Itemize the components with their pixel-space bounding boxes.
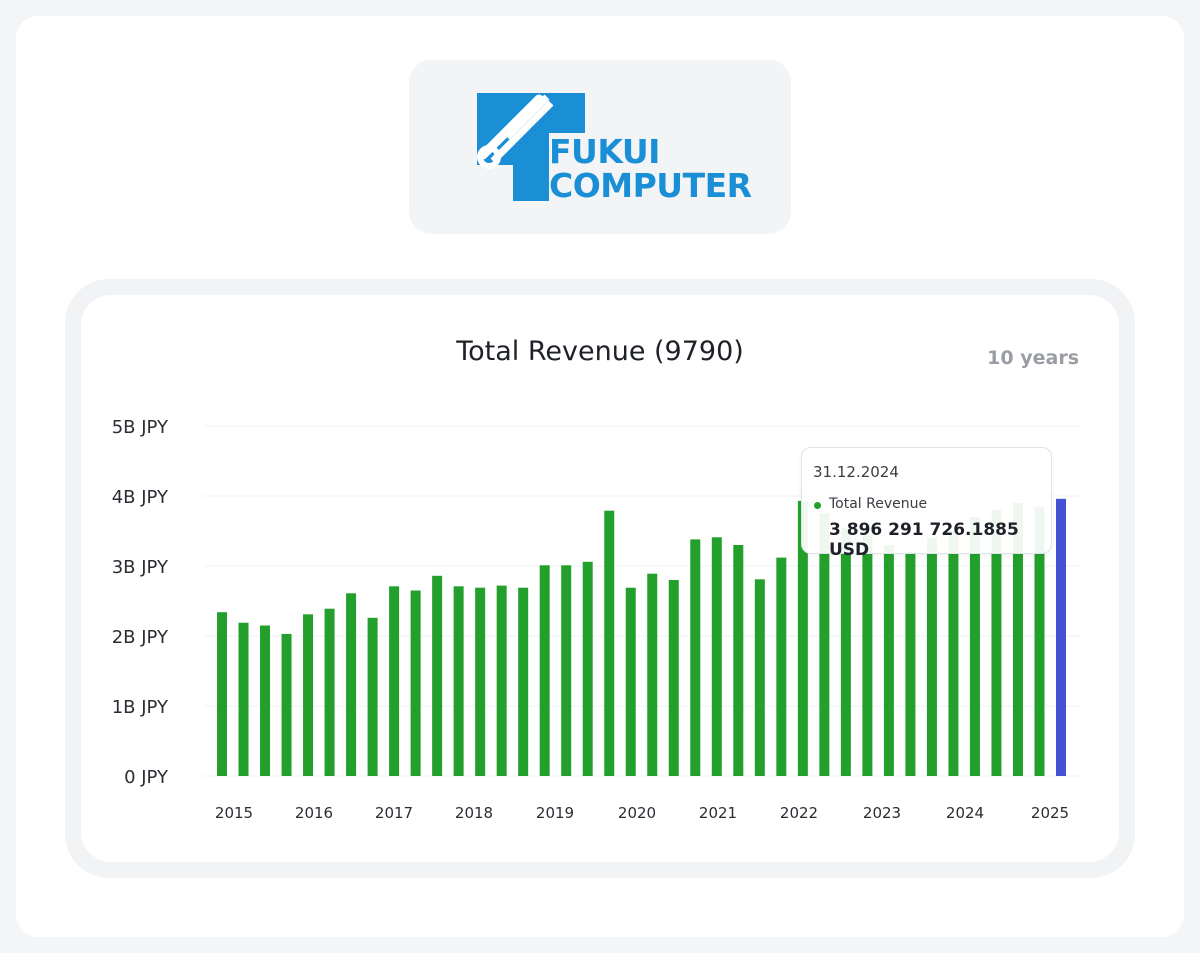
x-tick-label: 2017 (375, 804, 413, 822)
bar[interactable] (733, 545, 744, 776)
bar[interactable] (496, 585, 507, 776)
bar[interactable] (840, 527, 851, 777)
bar[interactable] (453, 586, 464, 776)
bars (217, 498, 1066, 777)
y-tick-label: 0 JPY (124, 767, 169, 788)
tooltip-series-dot (814, 502, 821, 509)
x-axis-labels: 2015 2016 2017 2018 2019 2020 2021 2022 2023 2024… (215, 804, 1069, 822)
x-tick-label: 2022 (780, 804, 818, 822)
period-selector[interactable]: 10 years (987, 347, 1079, 369)
x-tick-label: 2021 (699, 804, 737, 822)
x-tick-label: 2015 (215, 804, 253, 822)
y-tick-label: 1B JPY (112, 697, 169, 718)
y-tick-label: 4B JPY (112, 487, 169, 508)
bar[interactable] (883, 545, 894, 776)
bar[interactable] (238, 622, 249, 776)
bar[interactable] (797, 500, 808, 776)
x-tick-label: 2025 (1031, 804, 1069, 822)
fukui-computer-logo-icon (477, 93, 585, 201)
x-tick-label: 2024 (946, 804, 984, 822)
logo-text-computer: COMPUTER (549, 166, 752, 205)
bar[interactable] (324, 608, 335, 776)
bar[interactable] (969, 517, 980, 776)
bar[interactable] (625, 587, 636, 776)
x-tick-label: 2016 (295, 804, 333, 822)
bar[interactable] (1012, 503, 1023, 776)
bar[interactable] (518, 587, 529, 776)
bar[interactable] (819, 513, 830, 777)
y-tick-label: 3B JPY (112, 557, 169, 578)
tooltip-value: 3 896 291 726.1885 USD (829, 520, 1019, 560)
bar[interactable] (862, 534, 873, 777)
y-axis-labels: 0 JPY 1B JPY 2B JPY 3B JPY 4B JPY 5B JPY (112, 417, 169, 788)
x-tick-label: 2023 (863, 804, 901, 822)
y-tick-label: 5B JPY (112, 417, 169, 438)
bar[interactable] (367, 617, 378, 776)
company-logo-card: FUKUI COMPUTER (409, 60, 791, 234)
bar[interactable] (410, 590, 421, 777)
bar[interactable] (432, 575, 443, 776)
bar[interactable] (561, 565, 572, 776)
x-tick-label: 2018 (455, 804, 493, 822)
bar[interactable] (711, 537, 722, 776)
bar[interactable] (539, 565, 550, 776)
bar[interactable] (905, 552, 916, 776)
chart-title: Total Revenue (9790) (456, 336, 744, 367)
bar[interactable] (260, 625, 271, 777)
bar[interactable] (389, 586, 400, 776)
logo-text-fukui: FUKUI (549, 132, 660, 171)
bar[interactable] (991, 510, 1002, 776)
bar[interactable] (776, 557, 787, 776)
y-tick-label: 2B JPY (112, 627, 169, 648)
bar[interactable] (303, 614, 314, 776)
bar[interactable] (668, 580, 679, 776)
bar[interactable] (346, 593, 357, 776)
chart-tooltip: 31.12.2024 Total Revenue 3 896 291 726.1… (801, 447, 1052, 560)
bar[interactable] (1034, 507, 1045, 776)
bar[interactable] (475, 587, 486, 776)
bar[interactable] (604, 510, 615, 776)
bar[interactable] (926, 538, 937, 776)
bar-highlighted[interactable] (1056, 498, 1066, 776)
bar[interactable] (582, 561, 593, 776)
x-tick-label: 2019 (536, 804, 574, 822)
bar[interactable] (690, 539, 701, 776)
chart-card (81, 295, 1119, 862)
x-tick-label: 2020 (618, 804, 656, 822)
bar[interactable] (754, 579, 765, 776)
tooltip-date: 31.12.2024 (813, 463, 899, 481)
bar[interactable] (281, 633, 292, 776)
bar[interactable] (647, 573, 658, 776)
bar[interactable] (217, 612, 227, 776)
bar[interactable] (948, 531, 959, 776)
tooltip-series-name: Total Revenue (829, 496, 928, 512)
